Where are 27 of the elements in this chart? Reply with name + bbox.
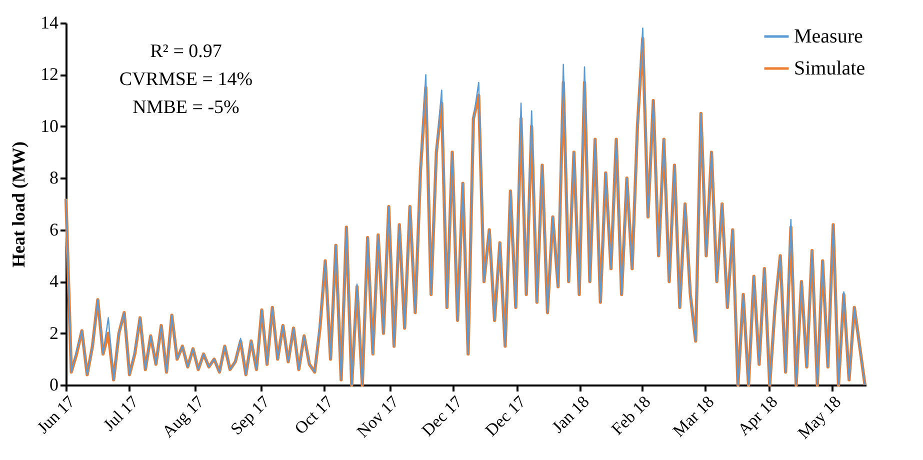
x-tick-label: Jul 17 bbox=[100, 392, 142, 435]
annotation: NMBE = -5% bbox=[132, 97, 240, 118]
y-tick-label: 8 bbox=[50, 168, 58, 188]
y-tick-label: 14 bbox=[40, 12, 58, 32]
y-tick-label: 2 bbox=[50, 322, 58, 343]
x-tick-label: Dec 17 bbox=[418, 392, 466, 440]
annotation: CVRMSE = 14% bbox=[119, 69, 253, 90]
x-tick-label: Oct 17 bbox=[290, 392, 338, 438]
y-tick-label: 0 bbox=[50, 374, 58, 394]
annotation: R² = 0.97 bbox=[150, 41, 222, 62]
y-tick-label: 4 bbox=[50, 271, 58, 292]
y-tick-label: 12 bbox=[40, 64, 58, 84]
x-tick-label: Aug 17 bbox=[158, 392, 208, 442]
x-tick-label: Sep 17 bbox=[226, 392, 274, 439]
x-tick-label: Jan 18 bbox=[548, 392, 593, 437]
legend-label: Measure bbox=[794, 26, 863, 48]
x-tick-label: Apr 18 bbox=[734, 392, 782, 440]
y-tick-label: 6 bbox=[50, 219, 58, 240]
x-tick-label: Mar 18 bbox=[669, 392, 718, 441]
x-tick-label: Jun 17 bbox=[33, 392, 79, 438]
y-axis-title: Heat load (MW) bbox=[8, 142, 28, 268]
x-tick-label: Nov 17 bbox=[353, 392, 403, 442]
x-tick-label: May 18 bbox=[794, 392, 845, 443]
y-tick-label: 10 bbox=[40, 116, 58, 136]
legend-label: Simulate bbox=[794, 58, 866, 80]
x-tick-label: Dec 17 bbox=[481, 392, 530, 440]
x-tick-label: Feb 18 bbox=[608, 392, 654, 439]
